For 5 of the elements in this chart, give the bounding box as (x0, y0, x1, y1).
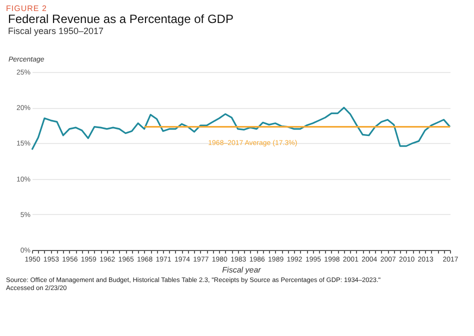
chart-subtitle: Fiscal years 1950–2017 (8, 26, 104, 36)
x-axis-title: Fiscal year (222, 266, 262, 274)
line-series (31, 106, 451, 150)
chart-title: Federal Revenue as a Percentage of GDP (8, 12, 234, 26)
caption: FIGURE 2 (6, 4, 48, 13)
